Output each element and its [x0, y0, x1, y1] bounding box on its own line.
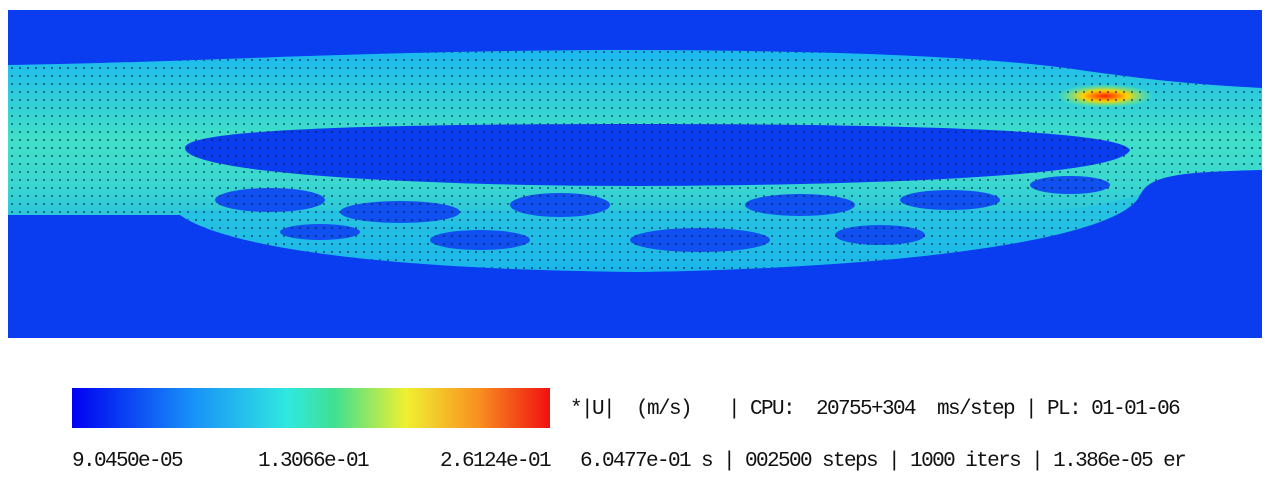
colorbar-gradient: [72, 388, 550, 428]
legend-mid: 1.3066e-01: [258, 450, 370, 473]
cpu-status: | CPU: 20755+304 ms/step | PL: 01-01-06: [728, 398, 1181, 421]
quantity-label: *|U| (m/s): [570, 398, 693, 421]
legend-min: 9.0450e-05: [72, 450, 184, 473]
legend-max: 2.6124e-01: [440, 450, 552, 473]
velocity-vectors: [8, 50, 1262, 272]
run-status: 6.0477e-01 s | 002500 steps | 1000 iters…: [580, 450, 1187, 473]
colorbar: [72, 388, 550, 428]
flow-field: [8, 10, 1262, 338]
